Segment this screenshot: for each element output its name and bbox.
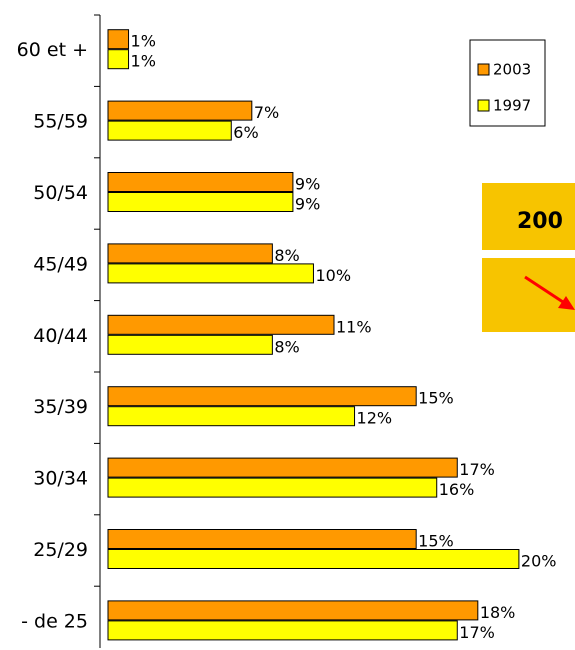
bar bbox=[107, 406, 356, 427]
bar bbox=[107, 120, 232, 141]
value-label: 17% bbox=[459, 623, 495, 642]
bar bbox=[107, 600, 479, 621]
value-label: 9% bbox=[295, 175, 320, 194]
arrow-head bbox=[558, 296, 575, 310]
category-label: - de 25 bbox=[21, 610, 88, 632]
category-label: 30/34 bbox=[33, 468, 88, 490]
category-label: 40/44 bbox=[33, 325, 88, 347]
category-label: 60 et + bbox=[17, 39, 88, 61]
value-label: 15% bbox=[418, 389, 454, 408]
legend-swatch bbox=[477, 99, 490, 112]
category-label: 50/54 bbox=[33, 182, 88, 204]
value-label: 1% bbox=[131, 32, 156, 51]
bar bbox=[107, 477, 438, 498]
category-label: 45/49 bbox=[33, 253, 88, 275]
annotation: 200 bbox=[517, 209, 563, 234]
bar bbox=[107, 29, 130, 50]
bar bbox=[107, 334, 273, 355]
bar bbox=[107, 49, 130, 70]
value-label: 9% bbox=[295, 195, 320, 214]
value-label: 6% bbox=[233, 123, 258, 142]
bar bbox=[107, 620, 458, 641]
legend-label: 2003 bbox=[493, 61, 531, 79]
category-label: 35/39 bbox=[33, 396, 88, 418]
value-label: 15% bbox=[418, 532, 454, 551]
value-label: 8% bbox=[274, 337, 299, 356]
value-label: 7% bbox=[254, 103, 279, 122]
legend-swatch bbox=[477, 63, 490, 76]
value-label: 10% bbox=[315, 266, 351, 285]
legend bbox=[469, 39, 546, 127]
legend-label: 1997 bbox=[493, 97, 531, 115]
bar bbox=[107, 172, 294, 192]
value-label: 17% bbox=[459, 460, 495, 479]
category-label: 25/29 bbox=[33, 539, 88, 561]
value-label: 8% bbox=[274, 246, 299, 265]
bar bbox=[107, 314, 335, 335]
bar bbox=[107, 192, 294, 212]
value-label: 16% bbox=[439, 480, 475, 499]
bar bbox=[107, 529, 417, 549]
arrow-line bbox=[524, 275, 567, 306]
bar bbox=[107, 100, 253, 121]
bar bbox=[107, 386, 417, 407]
bar bbox=[107, 457, 458, 478]
bar bbox=[107, 263, 314, 284]
value-label: 12% bbox=[357, 409, 393, 428]
bar bbox=[107, 549, 520, 569]
value-label: 11% bbox=[336, 317, 372, 336]
highlight-box bbox=[482, 183, 575, 250]
value-label: 1% bbox=[131, 52, 156, 71]
arrow-box bbox=[482, 258, 575, 332]
category-label: 55/59 bbox=[33, 111, 88, 133]
value-label: 20% bbox=[521, 552, 557, 571]
value-label: 18% bbox=[480, 603, 516, 622]
bar bbox=[107, 243, 273, 264]
